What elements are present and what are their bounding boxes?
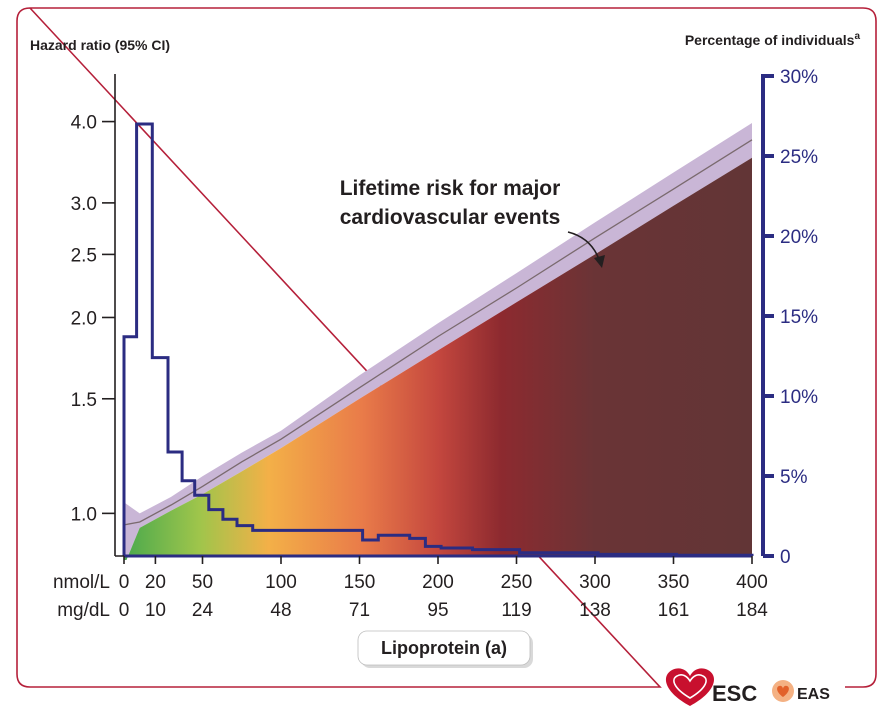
eas-emblem-heart-icon: [777, 685, 789, 697]
right-tick-label-0: 0: [780, 547, 791, 568]
hazard-ci-band: [124, 123, 752, 560]
esc-logo-text: ESC: [712, 681, 757, 706]
right-tick-label-5: 25%: [780, 147, 818, 168]
annotation-arrowhead: [594, 255, 605, 268]
x-tick-label-mgdl-9: 184: [736, 600, 768, 621]
right-tick-label-6: 30%: [780, 67, 818, 88]
histogram-bin-2: [152, 358, 168, 556]
x-tick-label-mgdl-0: 0: [119, 600, 130, 621]
right-tick-label-4: 20%: [780, 227, 818, 248]
histogram-bin-0: [124, 337, 137, 556]
eas-logo-text: EAS: [797, 686, 830, 703]
x-tick-label-nmol-7: 300: [579, 572, 611, 593]
left-tick-label-1: 1.5: [71, 390, 97, 411]
left-tick-label-4: 3.0: [71, 194, 97, 215]
left-tick-label-2: 2.0: [71, 308, 97, 329]
ticks-layer: 1.0 1.5 2.0 2.5 3.0 4.0 0 5% 10% 15% 20% 25% 30% 0 0 20…: [71, 67, 819, 621]
left-tick-label-0: 1.0: [71, 504, 97, 525]
right-axis-title-text: Percentage of individuals: [685, 32, 855, 48]
figure-border: [16, 7, 877, 688]
histogram-bin-5: [195, 495, 209, 556]
x-unit-mgdl: mg/dL: [57, 600, 110, 621]
left-tick-label-3: 2.5: [71, 245, 97, 266]
right-tick-label-1: 5%: [780, 467, 808, 488]
x-tick-label-mgdl-7: 138: [579, 600, 611, 621]
x-tick-label-mgdl-6: 119: [501, 600, 531, 621]
esc-logo: ESC: [665, 668, 757, 706]
x-tick-label-nmol-0: 0: [119, 572, 130, 593]
left-axis-title: Hazard ratio (95% CI): [30, 37, 170, 53]
x-tick-label-mgdl-5: 95: [427, 600, 448, 621]
eas-logo: EAS: [772, 680, 830, 703]
histogram-bin-7: [223, 519, 237, 556]
x-tick-label-mgdl-8: 161: [658, 600, 690, 621]
histogram-bin-6: [209, 510, 223, 556]
x-axis-title-pill: Lipoprotein (a): [357, 630, 533, 668]
x-tick-label-nmol-2: 50: [192, 572, 213, 593]
annotation-line-1: Lifetime risk for major: [340, 177, 561, 200]
histogram-bin-11: [378, 535, 409, 556]
right-tick-label-2: 10%: [780, 387, 818, 408]
histogram-bin-1: [137, 124, 153, 556]
heart-icon: [665, 668, 715, 706]
x-tick-label-nmol-4: 150: [344, 572, 376, 593]
x-tick-label-nmol-8: 350: [658, 572, 690, 593]
x-unit-nmol: nmol/L: [53, 572, 110, 593]
histogram-bin-9: [253, 530, 363, 556]
heart-inner-icon: [673, 674, 707, 699]
x-tick-label-mgdl-1: 10: [145, 600, 166, 621]
annotation-line-2: cardiovascular events: [340, 206, 561, 229]
x-tick-label-mgdl-2: 24: [192, 600, 214, 621]
histogram-bin-8: [237, 526, 253, 556]
x-tick-label-mgdl-3: 48: [270, 600, 291, 621]
histogram-layer: [122, 122, 754, 557]
x-tick-label-nmol-3: 100: [265, 572, 297, 593]
x-tick-label-mgdl-4: 71: [349, 600, 370, 621]
x-tick-label-nmol-6: 250: [501, 572, 533, 593]
right-tick-label-3: 15%: [780, 307, 818, 328]
x-tick-label-nmol-1: 20: [145, 572, 166, 593]
histogram-bin-3: [168, 452, 182, 556]
hazard-ratio-line: [123, 139, 753, 526]
x-tick-label-nmol-5: 200: [422, 572, 454, 593]
right-axis-title-superscript: a: [854, 31, 860, 42]
histogram-bin-4: [182, 481, 195, 556]
left-tick-label-5: 4.0: [71, 113, 97, 134]
histogram-bin-12: [410, 538, 426, 556]
x-axis-title: Lipoprotein (a): [381, 638, 507, 658]
histogram-bin-10: [363, 540, 379, 556]
x-tick-label-nmol-9: 400: [736, 572, 768, 593]
right-axis-title: Percentage of individualsa: [685, 31, 861, 48]
distribution-histogram-outline: [122, 122, 754, 557]
